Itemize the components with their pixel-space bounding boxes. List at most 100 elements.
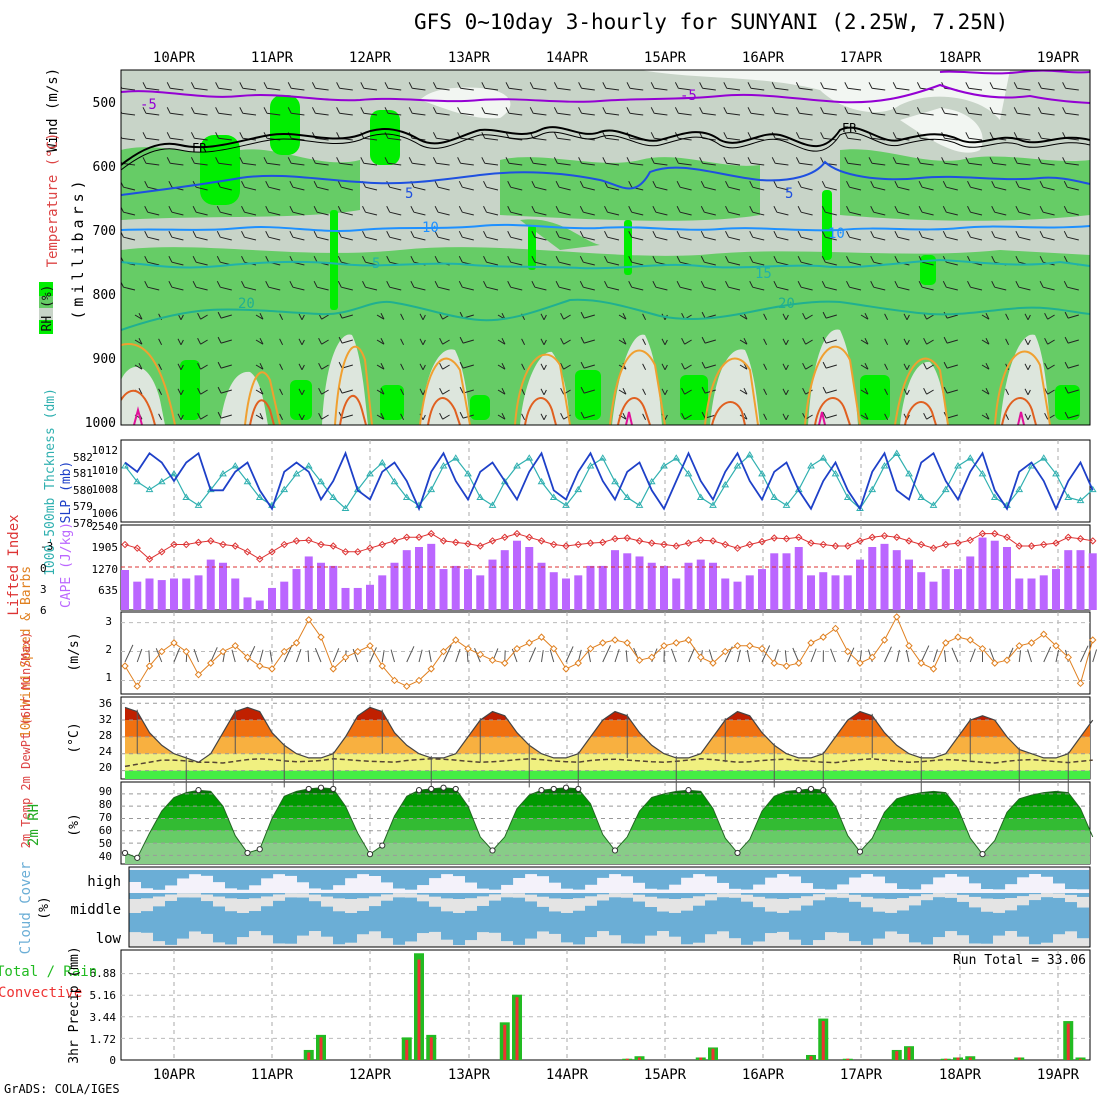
wind-barb: [681, 337, 692, 345]
li-point: [917, 540, 925, 549]
wind-barb: [981, 312, 990, 320]
wind-barb: [918, 205, 934, 216]
cloud-mid-block: [297, 893, 310, 920]
thickness-point: [537, 477, 546, 485]
cloud-low-gap: [909, 942, 922, 947]
wind-barb: [916, 107, 934, 116]
wind-barb: [763, 363, 768, 371]
cloud-low-block: [753, 920, 766, 947]
wind10-barb: [307, 650, 310, 663]
wind10-point: [868, 653, 876, 662]
thickness-point: [782, 501, 791, 508]
wind-barb: [217, 411, 232, 419]
cloud-high-block: [513, 870, 526, 878]
wind-barb: [215, 157, 232, 166]
cloud-mid-gap: [609, 893, 622, 898]
cloud-mid-gap: [453, 898, 466, 913]
wind-barb: [884, 363, 889, 371]
wind-barb: [981, 337, 990, 345]
cloud-low-block: [453, 920, 466, 947]
contour-freezing: [121, 126, 1090, 166]
li-point: [378, 540, 386, 549]
wind-barb: [1044, 362, 1055, 370]
cloud-high-block: [693, 870, 706, 875]
cloud-mid-block: [729, 893, 742, 920]
wind-barb: [457, 82, 474, 91]
thickness-point: [733, 462, 742, 469]
cloud-low-block: [1041, 920, 1054, 947]
thickness-point: [366, 469, 374, 477]
cloud-mid-gap: [621, 893, 634, 898]
wind10-barb: [390, 649, 395, 663]
li-point: [525, 533, 533, 541]
wind10-ticks: 1 2 3: [105, 615, 112, 684]
cloud-high-block: [369, 870, 382, 876]
li-point: [782, 535, 791, 543]
cloud-high-block: [177, 870, 190, 879]
cloud-low-block: [285, 920, 298, 947]
wind-barb: [860, 387, 869, 395]
wind-barb: [1039, 280, 1055, 291]
cloud-low-gap: [297, 935, 310, 947]
li-point: [268, 548, 276, 556]
precip-conv-bar: [895, 1051, 899, 1060]
thickness-point: [145, 485, 154, 493]
cloud-row-label-middle: middle: [70, 902, 121, 918]
wind-barb: [846, 205, 862, 216]
cape-bar: [464, 569, 472, 610]
contour-labels: -5 -5 FR FR 5 5 10 10 15 5 20 20: [140, 88, 857, 312]
wind-barb: [1063, 205, 1079, 216]
cape-bar: [304, 556, 313, 610]
cloud-low-gap: [969, 943, 982, 947]
cloud-high-block: [345, 870, 358, 879]
thickness-point: [1015, 485, 1024, 493]
wind10-point: [758, 644, 766, 653]
cloud-low-gap: [381, 938, 394, 947]
wind-barb: [166, 82, 184, 91]
wind-barb: [560, 312, 571, 320]
wind-barb: [192, 230, 208, 241]
cloud-unit: (%): [37, 896, 52, 919]
pressure-axis-label: (millibars): [69, 176, 87, 319]
cloud-low-gap: [549, 933, 562, 947]
cloud-mid-gap: [549, 898, 562, 912]
cloud-low-gap: [705, 934, 718, 947]
wind-barb: [701, 336, 716, 344]
cape-bar: [194, 575, 203, 610]
cloud-mid-gap: [597, 894, 610, 901]
cape-ticks: 635 1270 1905 2540: [92, 520, 119, 597]
cape-bar: [807, 575, 815, 610]
cloud-mid-gap: [885, 898, 898, 913]
wind10-point: [170, 639, 178, 647]
contour-label-neg5: -5: [680, 88, 697, 104]
li-point: [648, 539, 656, 547]
li-point: [978, 529, 987, 538]
wind-barb: [580, 311, 595, 319]
cloud-low-gap: [813, 940, 826, 947]
rh-point: [734, 849, 741, 857]
wind-barb: [795, 107, 813, 116]
rh-point: [575, 785, 582, 793]
wind-barb: [265, 180, 281, 191]
top-date-label: 11APR: [251, 50, 294, 66]
wind-barb: [782, 338, 789, 346]
wind-barb: [166, 107, 184, 116]
wind10-barb: [773, 649, 779, 663]
wind-barb: [507, 280, 523, 291]
cloud-high-block: [885, 870, 898, 884]
wind-barb: [579, 255, 595, 266]
wind10-barb: [231, 649, 236, 663]
cloud-low-gap: [861, 944, 874, 947]
cloud-high-block: [573, 870, 586, 890]
wind-barb: [941, 107, 958, 116]
cloud-low-gap: [633, 943, 646, 947]
wind10-unit: (m/s): [67, 632, 82, 671]
wind-barb: [965, 157, 983, 166]
wind-barb: [134, 362, 143, 370]
wind-barb: [197, 337, 208, 345]
pressure-axis: 500 600 700 800 900 1000: [85, 96, 116, 431]
wind-barb: [263, 82, 281, 91]
page-title: GFS 0~10day 3-hourly for SUNYANI (2.25W,…: [414, 10, 1009, 34]
wind-barb: [555, 205, 571, 216]
cape-bar: [990, 540, 999, 610]
